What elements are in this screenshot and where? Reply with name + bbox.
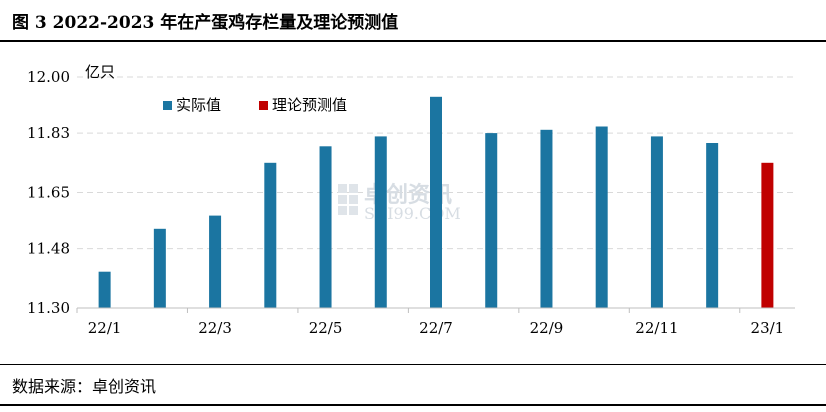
bar-actual: [540, 129, 553, 308]
source-note: 数据来源：卓创资讯: [12, 377, 157, 396]
y-axis-ticks: 11.30 11.48 11.65 11.83 12.00: [27, 68, 70, 317]
bar-actual: [706, 143, 719, 308]
x-tick-label: 22/3: [198, 319, 232, 337]
y-tick-label: 12.00: [27, 68, 70, 86]
bar-actual: [650, 136, 663, 308]
legend-swatch-forecast: [259, 101, 268, 110]
y-tick-label: 11.30: [27, 299, 70, 317]
bar-actual: [264, 162, 277, 308]
x-tick-label: 22/7: [419, 319, 453, 337]
bar-actual: [98, 271, 111, 308]
x-axis-ticks: 22/1 22/3 22/5 22/7 22/9 22/11 23/1: [76, 308, 785, 337]
legend-swatch-actual: [163, 101, 172, 110]
x-tick-label: 22/1: [88, 319, 122, 337]
top-rule: [0, 40, 826, 42]
x-tick-label: 22/5: [309, 319, 343, 337]
x-tick-label: 23/1: [751, 319, 785, 337]
watermark-logo: 卓创资讯 SCI99.COM: [338, 183, 461, 223]
bar-actual: [319, 146, 332, 308]
legend-label-actual: 实际值: [176, 96, 221, 114]
bar-actual: [485, 133, 498, 308]
bar-actual: [430, 96, 442, 308]
bar-actual: [153, 228, 166, 308]
y-tick-label: 11.48: [27, 240, 70, 258]
y-tick-label: 11.83: [27, 124, 70, 142]
bar-actual: [374, 136, 387, 308]
x-tick-label: 22/9: [530, 319, 564, 337]
legend-label-forecast: 理论预测值: [272, 96, 347, 114]
y-axis-unit: 亿只: [85, 63, 115, 81]
bar-actual: [595, 126, 608, 308]
bar-forecast: [761, 162, 774, 308]
bar-actual: [209, 215, 222, 308]
watermark-mark: [338, 184, 358, 215]
x-tick-label: 22/11: [635, 319, 678, 337]
bar-chart: 卓创资讯 SCI99.COM 11.30 11.48 11.65 11.83 12.00…: [27, 63, 795, 337]
legend: 实际值 理论预测值: [163, 96, 347, 114]
bottom-rule: [0, 364, 826, 365]
figure-header: 图 3 2022-2023 年在产蛋鸡存栏量及理论预测值: [0, 0, 826, 42]
bar-series: [98, 96, 774, 308]
footer-rule: [0, 404, 826, 406]
y-tick-label: 11.65: [27, 184, 70, 202]
figure-title: 图 3 2022-2023 年在产蛋鸡存栏量及理论预测值: [12, 13, 399, 33]
